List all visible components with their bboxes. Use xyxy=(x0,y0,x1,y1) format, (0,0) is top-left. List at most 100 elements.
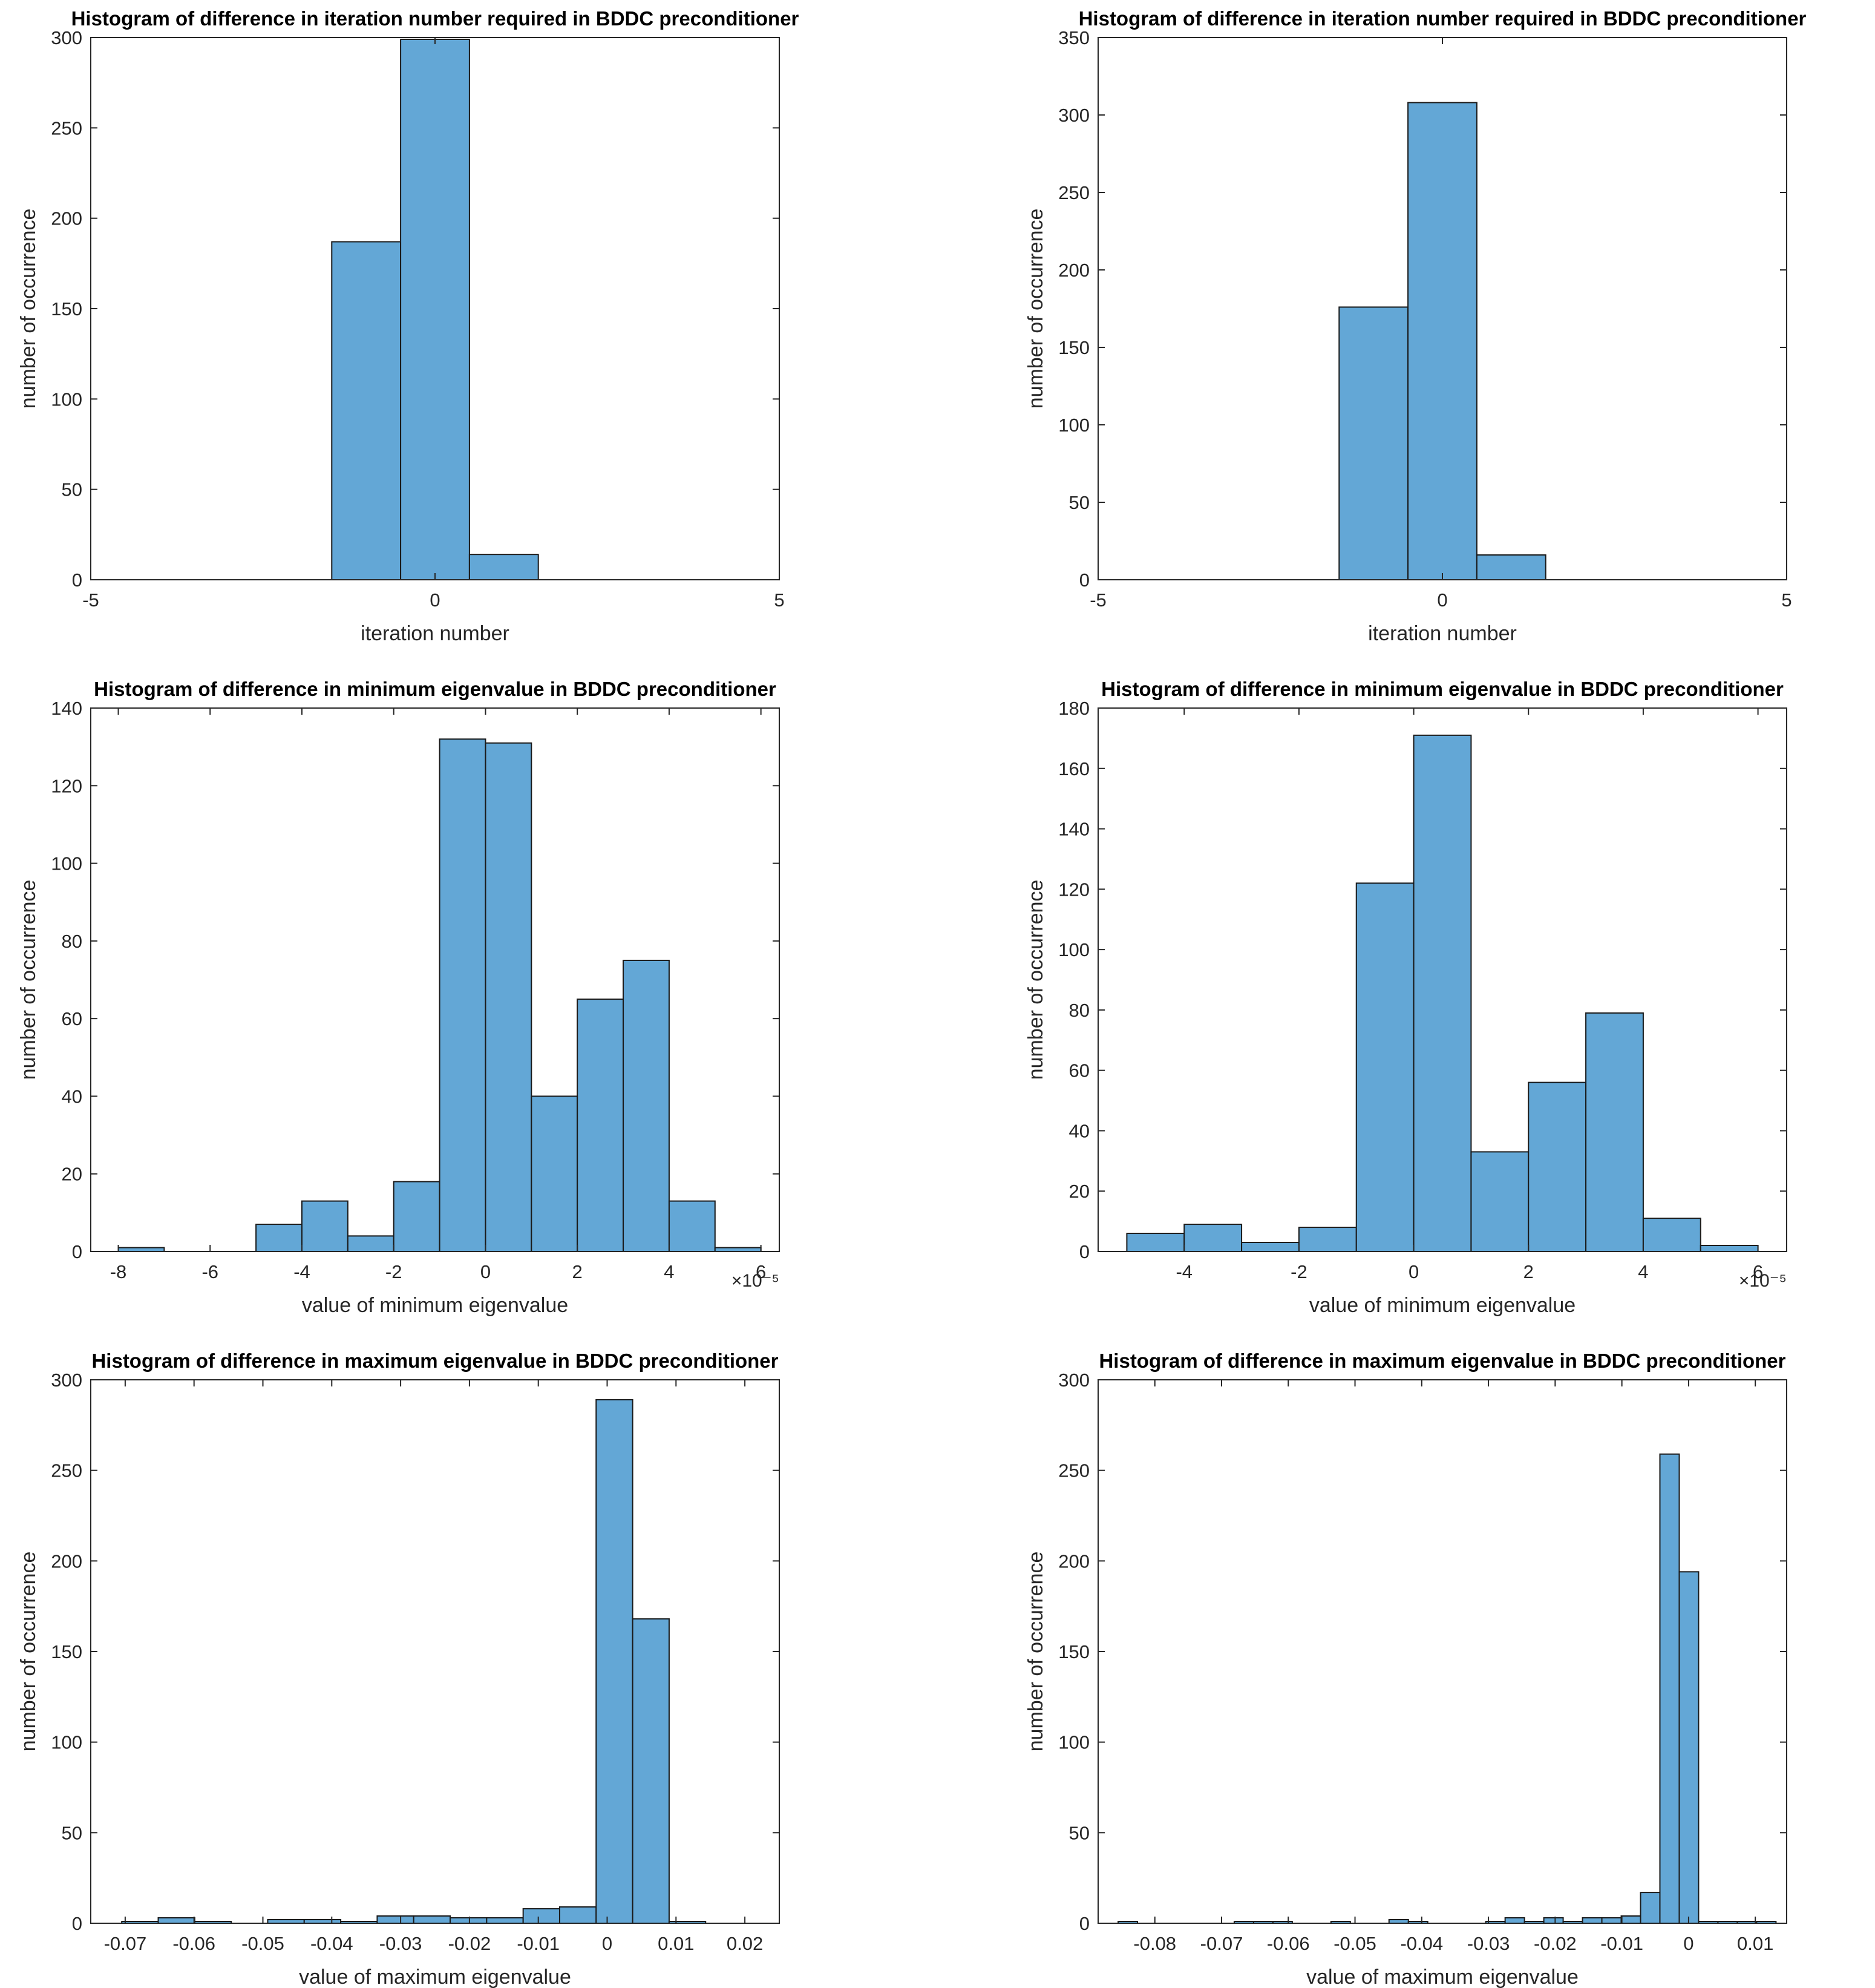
x-tick-label: 2 xyxy=(1523,1261,1534,1282)
axes-box xyxy=(90,1379,780,1924)
y-tick-label: 300 xyxy=(51,1370,82,1391)
histogram-bar xyxy=(1504,1917,1525,1924)
x-tick-label: -2 xyxy=(385,1261,402,1282)
x-tick-label: -0.03 xyxy=(379,1933,422,1954)
histogram-bar xyxy=(1298,1227,1357,1252)
histogram-bar xyxy=(255,1224,303,1252)
histogram-bar xyxy=(1241,1242,1300,1253)
y-tick-label: 80 xyxy=(1069,1000,1090,1021)
x-axis-exponent: ×10⁻⁵ xyxy=(1739,1271,1787,1291)
chart-panel-6: -0.08 -0.07 -0.06 -0.05 -0.04 -0.03 -0.02 -0.01… xyxy=(1024,1350,1787,1988)
histogram-bar xyxy=(1476,554,1546,580)
y-tick-label: 300 xyxy=(1058,105,1090,126)
histogram-bar xyxy=(1126,1233,1185,1252)
y-axis-label: number of occurrence xyxy=(17,880,40,1080)
x-axis-label: iteration number xyxy=(1368,622,1517,645)
axes-box xyxy=(1098,707,1787,1252)
histogram-bar xyxy=(668,1200,716,1252)
x-tick-label: 4 xyxy=(664,1261,674,1282)
y-tick-label: 250 xyxy=(1058,182,1090,203)
y-tick-label: 40 xyxy=(62,1086,82,1107)
y-tick-label: 250 xyxy=(1058,1460,1090,1481)
histogram-bar xyxy=(522,1908,560,1924)
y-tick-label: 100 xyxy=(51,389,82,410)
y-tick-label: 0 xyxy=(72,569,82,591)
chart-title: Histogram of difference in minimum eigen… xyxy=(1101,678,1784,700)
x-tick-label: 0.02 xyxy=(727,1933,763,1954)
x-tick-label: -5 xyxy=(1090,589,1107,611)
x-tick-label: 0 xyxy=(1409,1261,1419,1282)
x-tick-label: -0.07 xyxy=(104,1933,147,1954)
y-tick-label: 160 xyxy=(1058,758,1090,779)
y-tick-label: 100 xyxy=(51,853,82,874)
x-axis-label: value of minimum eigenvalue xyxy=(1309,1294,1576,1317)
x-tick-label: 0 xyxy=(480,1261,491,1282)
x-tick-label: 0 xyxy=(1437,589,1447,611)
axes-box xyxy=(90,707,780,1252)
x-axis-label: value of maximum eigenvalue xyxy=(299,1966,571,1988)
histogram-bar xyxy=(468,554,539,580)
histogram-bar xyxy=(1620,1915,1641,1924)
x-tick-label: -4 xyxy=(293,1261,310,1282)
y-tick-label: 100 xyxy=(1058,939,1090,960)
histogram-bar xyxy=(531,1095,578,1253)
chart-title: Histogram of difference in maximum eigen… xyxy=(1099,1350,1785,1372)
histogram-bar xyxy=(400,38,470,580)
y-tick-label: 100 xyxy=(1058,415,1090,436)
y-tick-label: 20 xyxy=(62,1164,82,1185)
x-tick-label: -0.05 xyxy=(241,1933,284,1954)
histogram-bar xyxy=(1470,1151,1530,1253)
y-tick-label: 140 xyxy=(51,698,82,719)
x-axis-label: value of maximum eigenvalue xyxy=(1306,1966,1579,1988)
x-tick-label: -0.06 xyxy=(1267,1933,1310,1954)
histogram-bar xyxy=(1678,1571,1700,1924)
histogram-bar xyxy=(486,1917,524,1924)
histogram-bar xyxy=(485,742,532,1252)
histogram-bar xyxy=(1642,1218,1701,1252)
y-tick-label: 50 xyxy=(62,479,82,500)
x-tick-label: -0.01 xyxy=(1600,1933,1643,1954)
x-tick-label: -0.07 xyxy=(1200,1933,1243,1954)
histogram-bar xyxy=(1585,1012,1644,1253)
y-tick-label: 200 xyxy=(1058,260,1090,281)
x-axis-exponent: ×10⁻⁵ xyxy=(731,1271,779,1291)
x-tick-label: -0.06 xyxy=(172,1933,215,1954)
histogram-bar xyxy=(331,241,402,580)
histogram-bar xyxy=(1582,1917,1603,1924)
histogram-bar xyxy=(450,1917,488,1924)
y-tick-label: 50 xyxy=(1069,492,1090,513)
x-tick-label: 0.01 xyxy=(658,1933,694,1954)
y-tick-label: 120 xyxy=(1058,879,1090,900)
x-axis-label: iteration number xyxy=(361,622,509,645)
x-tick-label: -0.08 xyxy=(1133,1933,1176,1954)
x-tick-label: -6 xyxy=(201,1261,218,1282)
histogram-bar xyxy=(157,1917,195,1924)
histogram-bar xyxy=(393,1181,440,1252)
y-tick-label: 0 xyxy=(1079,1913,1090,1934)
x-tick-label: -5 xyxy=(82,589,99,611)
histogram-bar xyxy=(1543,1917,1564,1924)
y-axis-label: number of occurrence xyxy=(1024,1552,1047,1752)
y-tick-label: 250 xyxy=(51,117,82,139)
y-tick-label: 140 xyxy=(1058,819,1090,840)
y-tick-label: 150 xyxy=(1058,1641,1090,1662)
x-tick-label: -0.02 xyxy=(1534,1933,1577,1954)
histogram-bar xyxy=(1528,1081,1587,1252)
x-tick-label: -4 xyxy=(1176,1261,1193,1282)
histogram-bar xyxy=(1640,1892,1661,1924)
chart-title: Histogram of difference in iteration num… xyxy=(71,7,799,30)
y-tick-label: 200 xyxy=(51,208,82,229)
y-tick-label: 250 xyxy=(51,1460,82,1481)
y-tick-label: 0 xyxy=(72,1241,82,1262)
histogram-bar xyxy=(413,1915,451,1924)
x-tick-label: -0.01 xyxy=(517,1933,560,1954)
chart-title: Histogram of difference in iteration num… xyxy=(1079,7,1807,30)
y-tick-label: 20 xyxy=(1069,1181,1090,1202)
y-tick-label: 50 xyxy=(62,1822,82,1843)
y-tick-label: 40 xyxy=(1069,1120,1090,1141)
chart-panel-5: -0.07 -0.06 -0.05 -0.04 -0.03 -0.02 -0.01 0 0.01… xyxy=(17,1350,780,1988)
histogram-bar xyxy=(1407,102,1477,580)
